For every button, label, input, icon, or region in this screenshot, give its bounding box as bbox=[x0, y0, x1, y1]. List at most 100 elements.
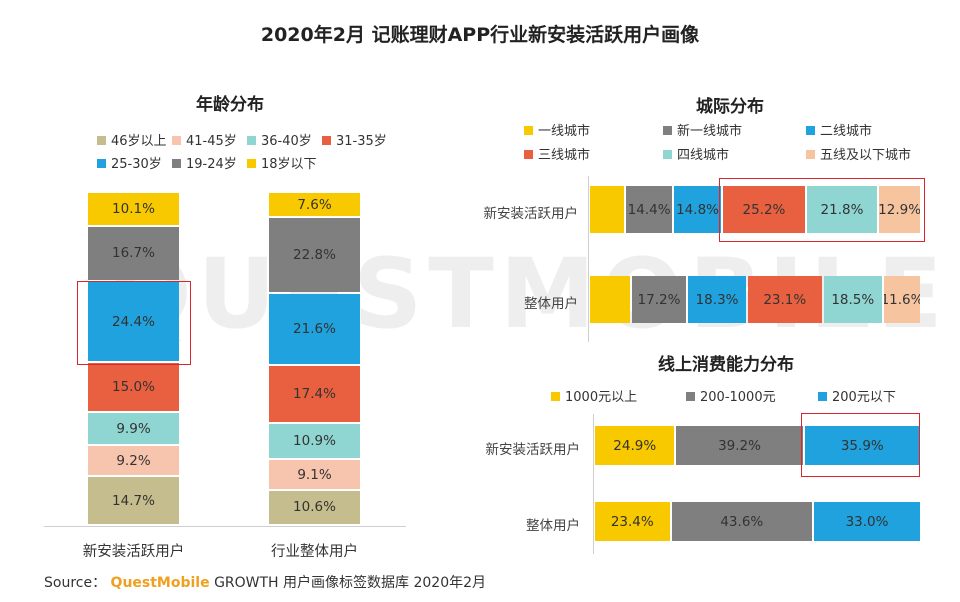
spend-bar-segment: 39.2% bbox=[676, 426, 803, 465]
age-bar-segment: 9.2% bbox=[88, 446, 179, 476]
city-legend-swatch bbox=[524, 126, 533, 135]
spend-legend-swatch bbox=[551, 392, 560, 401]
spend-y-axis bbox=[593, 414, 594, 554]
city-legend-swatch bbox=[806, 126, 815, 135]
source-text: GROWTH 用户画像标签数据库 2020年2月 bbox=[214, 575, 487, 591]
city-legend-item: 新一线城市 bbox=[663, 120, 742, 139]
spend-legend-label: 200元以下 bbox=[832, 390, 896, 405]
age-legend-swatch bbox=[172, 159, 181, 168]
city-legend-label: 四线城市 bbox=[677, 148, 730, 163]
age-bar-segment: 10.9% bbox=[269, 424, 360, 459]
age-legend-item: 18岁以下 bbox=[247, 153, 317, 172]
city-bar-segment: 18.3% bbox=[688, 276, 746, 323]
city-legend-label: 五线及以下城市 bbox=[820, 148, 912, 163]
city-legend-swatch bbox=[663, 126, 672, 135]
city-bar-segment: 18.5% bbox=[823, 276, 883, 323]
age-legend-item: 41-45岁 bbox=[172, 130, 237, 149]
city-bar-segment: 25.2% bbox=[723, 186, 805, 233]
age-legend-label: 31-35岁 bbox=[336, 134, 387, 149]
city-bar-segment bbox=[590, 276, 630, 323]
spend-legend-item: 200-1000元 bbox=[686, 386, 776, 405]
city-bar-segment: 23.1% bbox=[747, 276, 822, 323]
city-legend-item: 三线城市 bbox=[524, 144, 590, 163]
spend-bar-segment: 43.6% bbox=[671, 502, 813, 541]
age-legend-swatch bbox=[97, 136, 106, 145]
spend-y-label: 整体用户 bbox=[526, 518, 580, 534]
city-bar-segment: 21.8% bbox=[806, 186, 878, 233]
page-title: 2020年2月 记账理财APP行业新安装活跃用户画像 bbox=[260, 24, 700, 46]
age-bar-segment: 22.8% bbox=[269, 218, 360, 293]
age-bar-segment: 10.1% bbox=[88, 193, 179, 225]
age-legend-item: 19-24岁 bbox=[172, 153, 237, 172]
city-bar-segment: 14.4% bbox=[626, 186, 672, 233]
spend-highlight-box bbox=[800, 413, 920, 477]
age-bar-segment: 17.4% bbox=[269, 366, 360, 423]
spend-bar-segment: 35.9% bbox=[804, 426, 920, 465]
spend-bar-segment: 24.9% bbox=[595, 426, 675, 465]
age-bar-segment: 15.0% bbox=[88, 363, 179, 412]
city-bar-segment: 14.8% bbox=[673, 186, 722, 233]
age-bar-segment: 10.6% bbox=[269, 490, 360, 524]
age-legend-label: 41-45岁 bbox=[186, 134, 237, 149]
city-y-axis bbox=[588, 176, 589, 342]
spend-bar-segment: 33.0% bbox=[814, 502, 920, 541]
source-note: Source： QuestMobile GROWTH 用户画像标签数据库 202… bbox=[44, 572, 486, 592]
spend-legend-label: 1000元以上 bbox=[565, 390, 638, 405]
city-legend-swatch bbox=[663, 150, 672, 159]
age-legend-swatch bbox=[172, 136, 181, 145]
age-legend-label: 25-30岁 bbox=[111, 157, 162, 172]
spend-legend-item: 200元以下 bbox=[818, 386, 896, 405]
age-bar-segment: 24.4% bbox=[88, 282, 179, 362]
age-bar-segment: 7.6% bbox=[269, 193, 360, 217]
age-x-axis bbox=[44, 526, 406, 527]
age-legend-swatch bbox=[247, 159, 256, 168]
city-legend-item: 四线城市 bbox=[663, 144, 729, 163]
city-bar-segment: 12.9% bbox=[879, 186, 920, 233]
city-legend-label: 三线城市 bbox=[538, 148, 591, 163]
city-bar-segment: 11.6% bbox=[884, 276, 920, 323]
age-legend-item: 25-30岁 bbox=[97, 153, 162, 172]
age-legend-item: 46岁以上 bbox=[97, 130, 167, 149]
city-legend-item: 五线及以下城市 bbox=[806, 144, 911, 163]
age-legend-label: 36-40岁 bbox=[261, 134, 312, 149]
spend-y-label: 新安装活跃用户 bbox=[485, 442, 581, 458]
age-legend-label: 18岁以下 bbox=[261, 157, 317, 172]
age-legend-label: 19-24岁 bbox=[186, 157, 237, 172]
age-bar-segment: 14.7% bbox=[88, 477, 179, 524]
spend-legend-swatch bbox=[686, 392, 695, 401]
spend-bar-segment: 23.4% bbox=[595, 502, 670, 541]
city-highlight-box bbox=[719, 178, 925, 242]
source-brand: QuestMobile bbox=[110, 575, 210, 591]
city-bar-segment bbox=[590, 186, 625, 233]
age-bar-segment: 16.7% bbox=[88, 226, 179, 281]
age-chart-title: 年龄分布 bbox=[196, 95, 264, 115]
city-legend-label: 一线城市 bbox=[538, 124, 591, 139]
spend-legend-swatch bbox=[818, 392, 827, 401]
city-legend-swatch bbox=[806, 150, 815, 159]
age-bar-segment: 21.6% bbox=[269, 294, 360, 365]
city-legend-label: 新一线城市 bbox=[677, 124, 743, 139]
age-legend-swatch bbox=[322, 136, 331, 145]
spend-legend-item: 1000元以上 bbox=[551, 386, 637, 405]
age-highlight-box bbox=[77, 281, 191, 366]
age-legend-item: 36-40岁 bbox=[247, 130, 312, 149]
city-legend-label: 二线城市 bbox=[820, 124, 873, 139]
city-legend-item: 二线城市 bbox=[806, 120, 872, 139]
age-x-label: 新安装活跃用户 bbox=[82, 544, 185, 560]
city-y-label: 整体用户 bbox=[524, 296, 578, 312]
city-legend-swatch bbox=[524, 150, 533, 159]
age-legend-label: 46岁以上 bbox=[111, 134, 167, 149]
city-bar-segment: 17.2% bbox=[631, 276, 687, 323]
city-chart-title: 城际分布 bbox=[696, 97, 764, 117]
age-bar-segment: 9.9% bbox=[88, 413, 179, 445]
age-bar-segment: 9.1% bbox=[269, 460, 360, 489]
spend-chart-title: 线上消费能力分布 bbox=[658, 355, 794, 375]
source-prefix: Source： bbox=[44, 575, 107, 591]
age-legend-item: 31-35岁 bbox=[322, 130, 387, 149]
city-y-label: 新安装活跃用户 bbox=[483, 206, 579, 222]
spend-legend-label: 200-1000元 bbox=[700, 390, 776, 405]
city-legend-item: 一线城市 bbox=[524, 120, 590, 139]
age-legend-swatch bbox=[247, 136, 256, 145]
age-x-label: 行业整体用户 bbox=[271, 544, 358, 560]
age-legend-swatch bbox=[97, 159, 106, 168]
